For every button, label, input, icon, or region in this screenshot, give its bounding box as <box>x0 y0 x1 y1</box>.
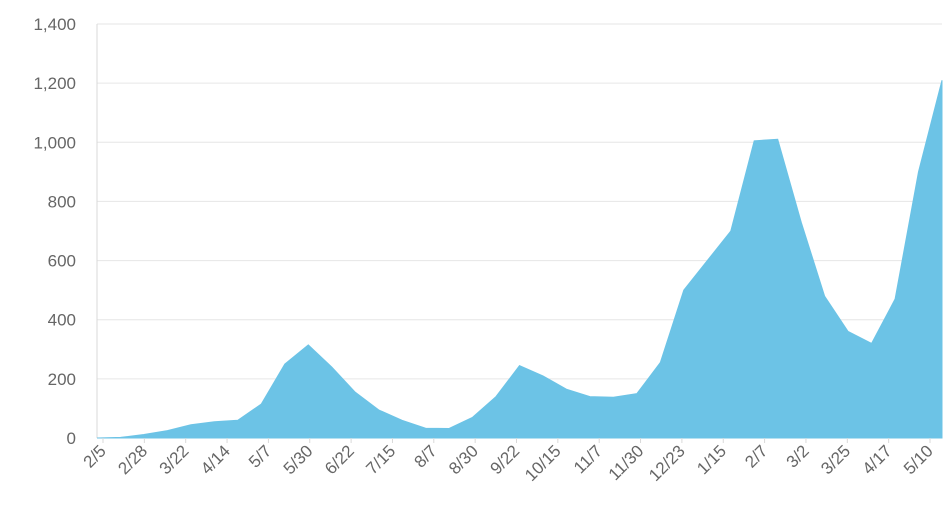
x-tick-label: 5/30 <box>280 441 317 478</box>
x-tick-label: 5/10 <box>900 441 937 478</box>
x-tick-label: 7/15 <box>362 441 399 478</box>
gridlines <box>96 23 942 439</box>
x-tick-label: 4/14 <box>197 441 234 478</box>
x-tick-label: 10/15 <box>521 441 565 485</box>
y-tick-label: 1,400 <box>33 15 76 34</box>
y-tick-label: 400 <box>48 311 76 330</box>
y-tick-label: 800 <box>48 192 76 211</box>
x-tick-label: 2/28 <box>114 441 151 478</box>
x-tick-label: 5/7 <box>245 441 275 471</box>
x-tick-label: 1/15 <box>693 441 730 478</box>
x-tick-label: 3/25 <box>817 441 854 478</box>
x-tick-label: 3/2 <box>783 441 813 471</box>
x-tick-label: 8/30 <box>445 441 482 478</box>
y-axis: 0 200 400 600 800 1,000 1,200 1,400 <box>33 15 76 448</box>
x-tick-label: 2/7 <box>741 441 771 471</box>
y-tick-label: 1,000 <box>33 133 76 152</box>
y-tick-label: 200 <box>48 370 76 389</box>
x-tick-label: 9/22 <box>486 441 523 478</box>
x-tick-label: 4/17 <box>859 441 896 478</box>
x-tick-label: 12/23 <box>645 441 689 485</box>
y-tick-label: 600 <box>48 252 76 271</box>
y-tick-label: 1,200 <box>33 74 76 93</box>
x-axis: 2/5 2/28 3/22 4/14 5/7 5/30 6/22 7/15 8/7 8/30 9/2… <box>80 438 937 485</box>
y-tick-label: 0 <box>67 429 76 448</box>
series-area <box>96 80 943 439</box>
x-tick-label: 6/22 <box>321 441 358 478</box>
x-tick-label: 11/7 <box>570 441 606 477</box>
x-tick-label: 3/22 <box>156 441 193 478</box>
x-tick-label: 2/5 <box>80 441 110 471</box>
x-tick-label: 8/7 <box>410 441 440 471</box>
x-tick-label: 11/30 <box>605 441 648 484</box>
